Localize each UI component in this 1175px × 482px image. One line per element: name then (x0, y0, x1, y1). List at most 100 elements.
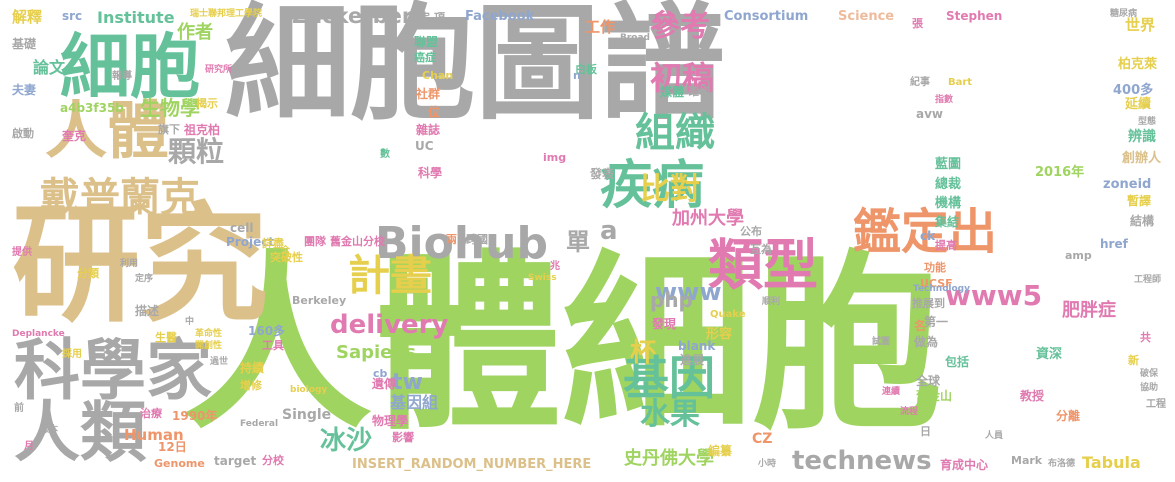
cloud-word: n (573, 69, 581, 82)
cloud-word: 跨國 (466, 233, 488, 246)
cloud-word: 做為 (914, 335, 939, 349)
cloud-word: src (62, 9, 83, 23)
cloud-word: 組織 (635, 110, 715, 156)
cloud-word: Chan (422, 69, 454, 82)
cloud-word: 破保 (1140, 369, 1159, 379)
cloud-word: 發表 (590, 167, 615, 181)
cloud-word: Consortium (724, 9, 809, 24)
cloud-word: 第一 (924, 315, 949, 329)
cloud-word: 生醫 (155, 331, 177, 344)
cloud-word: 提供 (12, 247, 32, 258)
cloud-word: avw (916, 107, 944, 121)
cloud-word: Genome (154, 457, 205, 470)
cloud-word: 樣本 (40, 425, 59, 435)
cloud-word: 鑑定 (408, 11, 430, 24)
cloud-word: 解釋 (12, 8, 43, 26)
cloud-word: cb (373, 367, 388, 380)
cloud-word: 論文 (33, 58, 66, 77)
cloud-word: 育成中心 (940, 458, 989, 472)
cloud-word: 鑑定出 (853, 204, 998, 260)
cloud-word: Technology (913, 284, 970, 294)
cloud-word: 辨識 (1128, 129, 1156, 145)
cloud-word: ck (920, 229, 936, 243)
cloud-word: a4b3f35b (60, 101, 124, 115)
cloud-word: 流程 (900, 407, 919, 417)
cloud-word: tw (392, 370, 423, 395)
cloud-word: 布洛德 (1048, 459, 1076, 469)
cloud-word: 科學家 (14, 332, 212, 409)
cloud-word: 確切 (688, 85, 710, 98)
cloud-word: 增修 (240, 379, 262, 392)
cloud-word: 報導 (112, 71, 132, 82)
cloud-word: 顆粒 (168, 135, 225, 168)
cloud-word: 兩 (446, 233, 457, 246)
cloud-word: 集結 (935, 215, 960, 229)
cloud-word: 單 (566, 228, 590, 256)
cloud-word: 水果 (640, 397, 700, 432)
cloud-word: technews (792, 446, 932, 476)
cloud-word: 數 (380, 149, 390, 160)
cloud-word: Human (124, 426, 184, 444)
cloud-word: delivery (330, 310, 449, 340)
cloud-word: Deplancke (12, 329, 65, 339)
cloud-word: 加州大學 (672, 208, 744, 229)
cloud-word: 160多 (248, 324, 286, 338)
cloud-word: 肥胖症 (1062, 300, 1116, 321)
cloud-word: Swiss (528, 273, 557, 283)
cloud-word: 協助 (1140, 383, 1159, 393)
cloud-word: 影響 (392, 431, 414, 444)
cloud-word: 描述 (135, 304, 160, 318)
cloud-word: 1990年 (172, 409, 218, 423)
cloud-word: 400多 (1113, 83, 1154, 98)
cloud-word: 全 (281, 246, 291, 256)
cloud-word: 啟動 (12, 127, 34, 140)
cloud-word: 暫譯 (1127, 194, 1152, 208)
cloud-word: Sapiens (336, 342, 416, 363)
cloud-word: 藍圖 (935, 157, 962, 172)
cloud-word: 治療 (140, 407, 162, 420)
cloud-word: Tabula (1082, 453, 1141, 472)
cloud-word: Bart (948, 77, 973, 88)
cloud-word: 基因組 (390, 393, 439, 412)
cloud-word: 突破性 (270, 251, 303, 264)
cloud-word: 公布 (740, 225, 762, 238)
cloud-word: 細胞圖譜 (225, 0, 725, 137)
cloud-word: 發現 (652, 317, 677, 331)
cloud-word: CZ (752, 431, 773, 447)
cloud-word: 2016年 (1035, 165, 1085, 180)
cloud-word: cell (230, 221, 254, 235)
cloud-word: 詳盡 (262, 237, 284, 250)
cloud-word: 生物學 (140, 96, 200, 120)
cloud-word: 工程師 (1134, 275, 1162, 285)
cloud-word: 疾病 (600, 156, 705, 216)
cloud-word: 物理學 (372, 414, 409, 428)
cloud-word: 祖克柏 (184, 123, 221, 137)
cloud-word: 定序 (135, 274, 154, 284)
cloud-word: zoneid (1103, 177, 1152, 192)
cloud-word: Project (226, 235, 275, 249)
cloud-word: UC (415, 139, 434, 153)
cloud-word: 利用 (120, 259, 139, 269)
cloud-word: 團隊 (304, 235, 326, 248)
cloud-word: Science (838, 9, 895, 24)
cloud-word: 世界 (1125, 16, 1156, 34)
cloud-word: 包括 (945, 355, 970, 369)
cloud-word: 遺傳 (372, 377, 397, 391)
cloud-word: 研究所 (205, 65, 233, 75)
cloud-word: 共 (1140, 331, 1151, 344)
cloud-word: Broad (620, 33, 650, 43)
cloud-word: 研究 (12, 191, 269, 340)
cloud-word: 旗下 (158, 123, 180, 136)
cloud-word: 戴普蘭克 (40, 175, 200, 221)
cloud-word: 奎克 (62, 129, 87, 143)
cloud-word: Single (282, 407, 332, 423)
cloud-word: 總裁 (935, 177, 962, 192)
cloud-word: blank (678, 339, 716, 353)
cloud-word: a (600, 216, 618, 246)
cloud-word: 比對 (640, 172, 700, 207)
cloud-word: target (214, 454, 257, 468)
cloud-word: 全球 (916, 374, 941, 388)
cloud-word: 提高 (935, 239, 957, 252)
cloud-word: amp (1065, 249, 1092, 262)
cloud-word: Berkeley (292, 294, 347, 307)
